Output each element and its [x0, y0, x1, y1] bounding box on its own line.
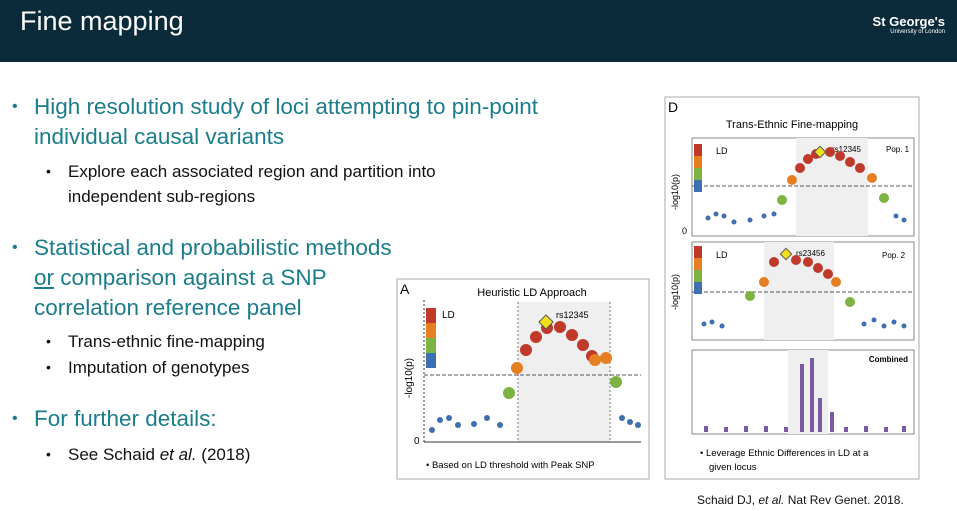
slide-title: Fine mapping: [20, 6, 184, 36]
y-label: -log10(p): [670, 174, 680, 210]
text: individual causal variants: [34, 124, 285, 149]
y-label: -log10(p): [404, 358, 415, 398]
figure-title: Trans-Ethnic Fine-mapping: [726, 119, 858, 131]
citation: Schaid DJ, et al. Nat Rev Genet. 2018.: [697, 493, 904, 507]
label: A: [400, 281, 410, 297]
pop-label: Pop. 1: [886, 145, 910, 154]
text: High resolution study of loci attempting…: [34, 94, 539, 119]
y-label: -log10(p): [670, 274, 680, 310]
legend: LD: [716, 250, 728, 260]
text: et al.: [758, 493, 785, 507]
label: D: [668, 99, 678, 115]
legend: LD: [442, 310, 455, 321]
caption: • Leverage Ethnic Differences in LD at a: [700, 448, 869, 459]
text: Explore each associated region and parti…: [68, 162, 436, 181]
text: Trans-ethnic fine-mapping: [68, 332, 265, 351]
logo-subtitle: University of London: [890, 29, 945, 35]
text: (2018): [201, 445, 251, 464]
zero: 0: [414, 436, 420, 447]
snp-label: rs12345: [832, 145, 861, 154]
figure-a: A Heuristic LD Approach LD rs12345 -log1…: [396, 278, 650, 480]
pop-label: Pop. 2: [882, 251, 906, 260]
text: Schaid DJ,: [697, 493, 756, 507]
text: Nat Rev Genet. 2018.: [787, 493, 904, 507]
sub-bullet: See Schaid et al. (2018): [46, 442, 250, 467]
header: Fine mapping St George's University of L…: [0, 0, 957, 62]
bullet: For further details:: [12, 404, 217, 434]
text: Based on LD threshold with Peak SNP: [432, 460, 595, 471]
text: correlation reference panel: [34, 295, 302, 320]
logo: St George's University of London: [873, 14, 945, 35]
text: For further details:: [34, 406, 217, 431]
combined-label: Combined: [869, 355, 908, 364]
text: comparison against a SNP: [60, 265, 327, 290]
text: Leverage Ethnic Differences in LD at a: [706, 448, 869, 459]
figure-title: Heuristic LD Approach: [477, 287, 586, 299]
zero: 0: [682, 226, 687, 236]
sub-bullet: Imputation of genotypes: [46, 355, 249, 380]
text: See Schaid et al. (2018): [68, 442, 250, 467]
text: or comparison against a SNP: [34, 263, 392, 293]
underlined: or: [34, 265, 55, 290]
legend: LD: [716, 146, 728, 156]
text: Statistical and probabilistic methods: [34, 235, 392, 260]
sub-bullet: Trans-ethnic fine-mapping: [46, 329, 265, 354]
text: et al.: [159, 445, 197, 464]
snp-label: rs23456: [796, 249, 825, 258]
caption: given locus: [709, 462, 757, 473]
text: Imputation of genotypes: [68, 358, 250, 377]
bullet: Statistical and probabilistic methods or…: [12, 233, 392, 323]
sub-bullet: Explore each associated region and parti…: [46, 159, 436, 209]
text: See Schaid: [68, 445, 155, 464]
figure-d: D Trans-Ethnic Fine-mapping LD rs12345 P…: [664, 96, 920, 480]
caption: • Based on LD threshold with Peak SNP: [426, 460, 595, 471]
bullet: High resolution study of loci attempting…: [12, 92, 538, 152]
logo-name: St George's: [872, 14, 945, 29]
snp-label: rs12345: [556, 310, 589, 320]
text: independent sub-regions: [68, 187, 256, 206]
